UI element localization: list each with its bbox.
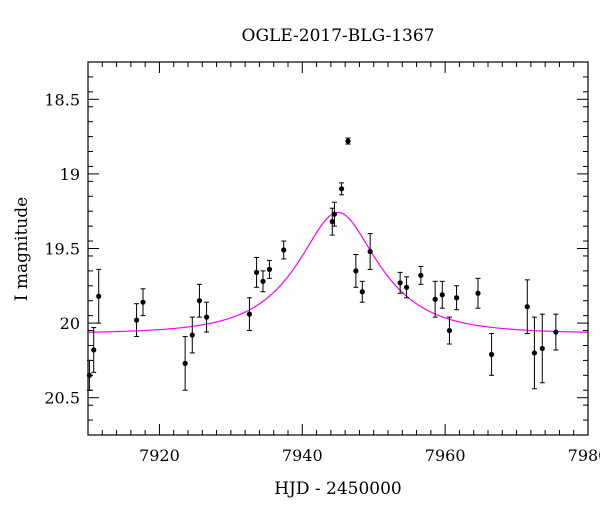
data-point-31 bbox=[531, 316, 538, 390]
data-point-7 bbox=[196, 283, 203, 318]
point-marker bbox=[367, 248, 373, 255]
data-point-1 bbox=[91, 327, 97, 373]
data-point-15 bbox=[331, 201, 338, 227]
data-point-29 bbox=[488, 333, 495, 376]
data-point-20 bbox=[367, 233, 373, 270]
y-tick-label-3: 20 bbox=[60, 314, 80, 333]
point-marker bbox=[531, 350, 538, 356]
point-marker bbox=[432, 296, 438, 302]
point-marker bbox=[338, 186, 345, 192]
x-tick-label-3: 7980 bbox=[568, 446, 600, 465]
point-marker bbox=[453, 295, 460, 301]
y-axis-label: I magnitude bbox=[12, 197, 32, 301]
point-marker bbox=[439, 292, 445, 298]
x-tick-label-1: 7940 bbox=[282, 446, 323, 465]
point-marker bbox=[203, 314, 210, 320]
x-tick-label-2: 7960 bbox=[425, 446, 466, 465]
point-marker bbox=[403, 284, 410, 290]
point-marker bbox=[133, 317, 140, 323]
data-point-33 bbox=[553, 313, 559, 351]
model-curve-group bbox=[87, 211, 589, 333]
x-axis-label: HJD - 2450000 bbox=[274, 479, 402, 499]
data-point-5 bbox=[182, 336, 188, 391]
data-point-26 bbox=[446, 316, 453, 345]
point-marker bbox=[246, 311, 253, 317]
point-marker bbox=[475, 290, 481, 296]
y-tick-label-2: 19.5 bbox=[44, 240, 80, 259]
point-marker bbox=[359, 289, 365, 295]
point-marker bbox=[329, 219, 335, 225]
data-point-9 bbox=[246, 297, 253, 332]
point-marker bbox=[524, 304, 530, 310]
data-point-19 bbox=[359, 280, 365, 303]
data-points-group bbox=[86, 137, 559, 391]
data-point-11 bbox=[260, 270, 266, 293]
point-marker bbox=[331, 211, 338, 217]
y-tick-label-4: 20.5 bbox=[44, 389, 80, 408]
point-marker bbox=[418, 272, 424, 278]
data-point-21 bbox=[397, 271, 403, 294]
point-marker bbox=[281, 247, 287, 253]
point-marker bbox=[446, 327, 453, 334]
data-point-4 bbox=[140, 288, 146, 317]
data-point-3 bbox=[133, 303, 140, 338]
data-point-22 bbox=[403, 276, 410, 299]
data-point-14 bbox=[329, 207, 335, 236]
point-marker bbox=[196, 298, 203, 304]
plot-frame bbox=[87, 61, 589, 436]
y-tick-label-0: 18.5 bbox=[44, 90, 80, 109]
point-marker bbox=[260, 278, 266, 284]
point-marker bbox=[189, 332, 195, 338]
point-marker bbox=[488, 351, 495, 358]
data-point-23 bbox=[418, 265, 424, 285]
data-point-24 bbox=[432, 280, 438, 318]
point-marker bbox=[353, 268, 359, 274]
data-point-6 bbox=[189, 316, 195, 354]
data-point-18 bbox=[353, 253, 359, 288]
data-point-30 bbox=[524, 279, 530, 335]
chart-title: OGLE-2017-BLG-1367 bbox=[242, 26, 435, 46]
point-marker bbox=[91, 347, 97, 353]
data-point-32 bbox=[539, 313, 545, 384]
point-marker bbox=[182, 360, 188, 366]
point-marker bbox=[266, 266, 273, 272]
data-point-10 bbox=[253, 256, 260, 288]
data-point-16 bbox=[338, 182, 345, 196]
data-point-27 bbox=[453, 285, 460, 311]
point-marker bbox=[553, 329, 559, 335]
data-point-28 bbox=[475, 277, 481, 309]
data-point-25 bbox=[439, 280, 445, 309]
point-marker bbox=[539, 345, 545, 352]
data-point-8 bbox=[203, 301, 210, 333]
point-marker bbox=[253, 269, 260, 275]
model-curve bbox=[87, 211, 589, 333]
y-tick-label-1: 19 bbox=[60, 165, 80, 184]
point-marker bbox=[96, 293, 102, 299]
data-point-2 bbox=[96, 268, 102, 324]
axis-ticks: 7920 7940 7960 7980 18.5 19 19.5 20 20.5 bbox=[44, 61, 600, 465]
point-marker bbox=[140, 299, 146, 305]
point-marker bbox=[397, 280, 403, 286]
data-point-17 bbox=[345, 137, 351, 145]
x-tick-label-0: 7920 bbox=[139, 446, 180, 465]
data-point-12 bbox=[266, 259, 273, 279]
data-point-13 bbox=[281, 240, 287, 260]
point-marker bbox=[345, 138, 351, 144]
